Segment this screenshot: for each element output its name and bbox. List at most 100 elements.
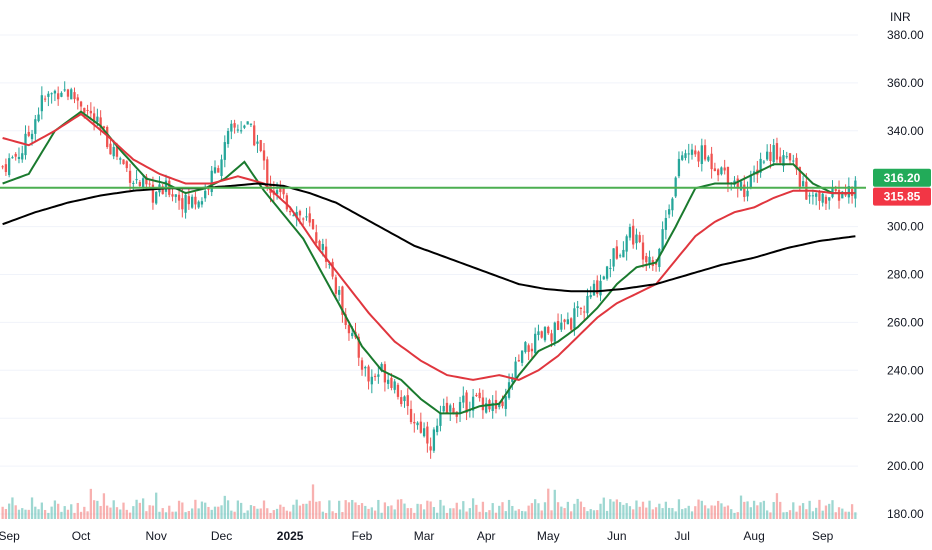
candle-body: [592, 283, 596, 296]
volume-bar: [815, 507, 818, 519]
volume-bar: [648, 500, 651, 519]
volume-bar: [821, 510, 824, 519]
volume-bar: [458, 509, 462, 519]
candle-body: [416, 422, 419, 426]
volume-bar: [638, 506, 641, 519]
candle-body: [289, 210, 292, 213]
candle-body: [292, 215, 295, 217]
volume-bar: [30, 497, 34, 519]
volume-bar: [259, 508, 262, 519]
candle-body: [155, 191, 158, 204]
candle-body: [798, 166, 801, 187]
candle-body: [370, 376, 373, 385]
candle-body: [596, 280, 599, 294]
candle-body: [573, 308, 576, 329]
candle-body: [579, 307, 583, 309]
candle-body: [177, 194, 181, 201]
candle-body: [602, 276, 605, 280]
candle-body: [615, 246, 619, 259]
candle-body: [344, 314, 347, 325]
y-tick-label: 340.00: [887, 124, 924, 138]
volume-bar: [236, 500, 240, 519]
candle-body: [387, 379, 390, 384]
candle-body: [295, 212, 298, 219]
candle-body: [478, 392, 481, 399]
candle-body: [481, 397, 485, 411]
candle-body: [847, 186, 850, 198]
candle-body: [377, 374, 380, 377]
volume-bar: [589, 509, 592, 519]
volume-bar: [661, 508, 664, 519]
volume-bar: [34, 506, 37, 519]
volume-bar: [393, 509, 396, 519]
candle-body: [223, 142, 226, 160]
volume-bar: [289, 511, 292, 519]
volume-bar: [520, 510, 524, 519]
candle-body: [485, 403, 488, 413]
volume-bar: [373, 510, 377, 519]
candle-body: [14, 153, 17, 157]
volume-bar: [785, 511, 788, 519]
volume-bar: [200, 501, 204, 519]
volume-bar: [471, 498, 475, 519]
candle-body: [141, 178, 145, 188]
x-tick-label: Nov: [146, 529, 167, 543]
volume-bar: [311, 484, 315, 519]
volume-bar: [569, 511, 573, 519]
volume-bar: [40, 502, 43, 519]
volume-bar: [475, 504, 478, 519]
candle-body: [21, 153, 24, 160]
volume-bar: [478, 511, 481, 519]
candle-body: [181, 198, 184, 210]
volume-bar: [53, 500, 57, 519]
volume-bar: [501, 502, 504, 519]
candle-body: [648, 256, 651, 264]
candle-body: [514, 361, 517, 379]
candle-body: [583, 311, 586, 313]
volume-bar: [4, 509, 8, 519]
candle-body: [517, 360, 520, 362]
volume-bar: [730, 509, 733, 519]
volume-bar: [331, 511, 334, 519]
candle-body: [439, 413, 442, 426]
volume-bar: [677, 499, 681, 519]
candle-body: [190, 196, 194, 208]
volume-bar: [66, 509, 70, 519]
candle-body: [779, 156, 782, 163]
volume-bar: [664, 501, 668, 519]
y-tick-label: 200.00: [887, 459, 924, 473]
candle-body: [262, 150, 266, 161]
volume-bar: [148, 505, 151, 519]
candle-body: [749, 174, 752, 188]
volume-bar: [210, 509, 213, 519]
volume-bar: [658, 503, 661, 519]
candle-body: [638, 235, 641, 242]
volume-bar: [269, 512, 272, 519]
volume-bar: [324, 512, 328, 519]
candle-body: [553, 322, 556, 342]
candle-body: [635, 234, 638, 244]
candle-body: [707, 156, 710, 161]
volume-bar: [452, 508, 455, 519]
candle-body: [197, 201, 200, 208]
volume-bar: [651, 509, 654, 519]
candle-body: [625, 236, 628, 252]
candle-body: [151, 184, 155, 203]
candle-body: [618, 255, 622, 257]
volume-bar: [684, 508, 687, 519]
candle-body: [132, 182, 135, 184]
candle-body: [854, 180, 857, 199]
volume-bar: [622, 504, 625, 519]
x-tick-label: Feb: [352, 529, 373, 543]
volume-bar: [801, 503, 805, 519]
candle-body: [720, 167, 723, 175]
volume-bar: [579, 501, 583, 519]
y-tick-label: 360.00: [887, 76, 924, 90]
volume-bar: [436, 512, 439, 519]
candle-body: [605, 266, 609, 279]
volume-bar: [563, 508, 566, 519]
volume-bar: [707, 508, 710, 519]
volume-bar: [302, 503, 305, 519]
candle-body: [226, 130, 230, 145]
